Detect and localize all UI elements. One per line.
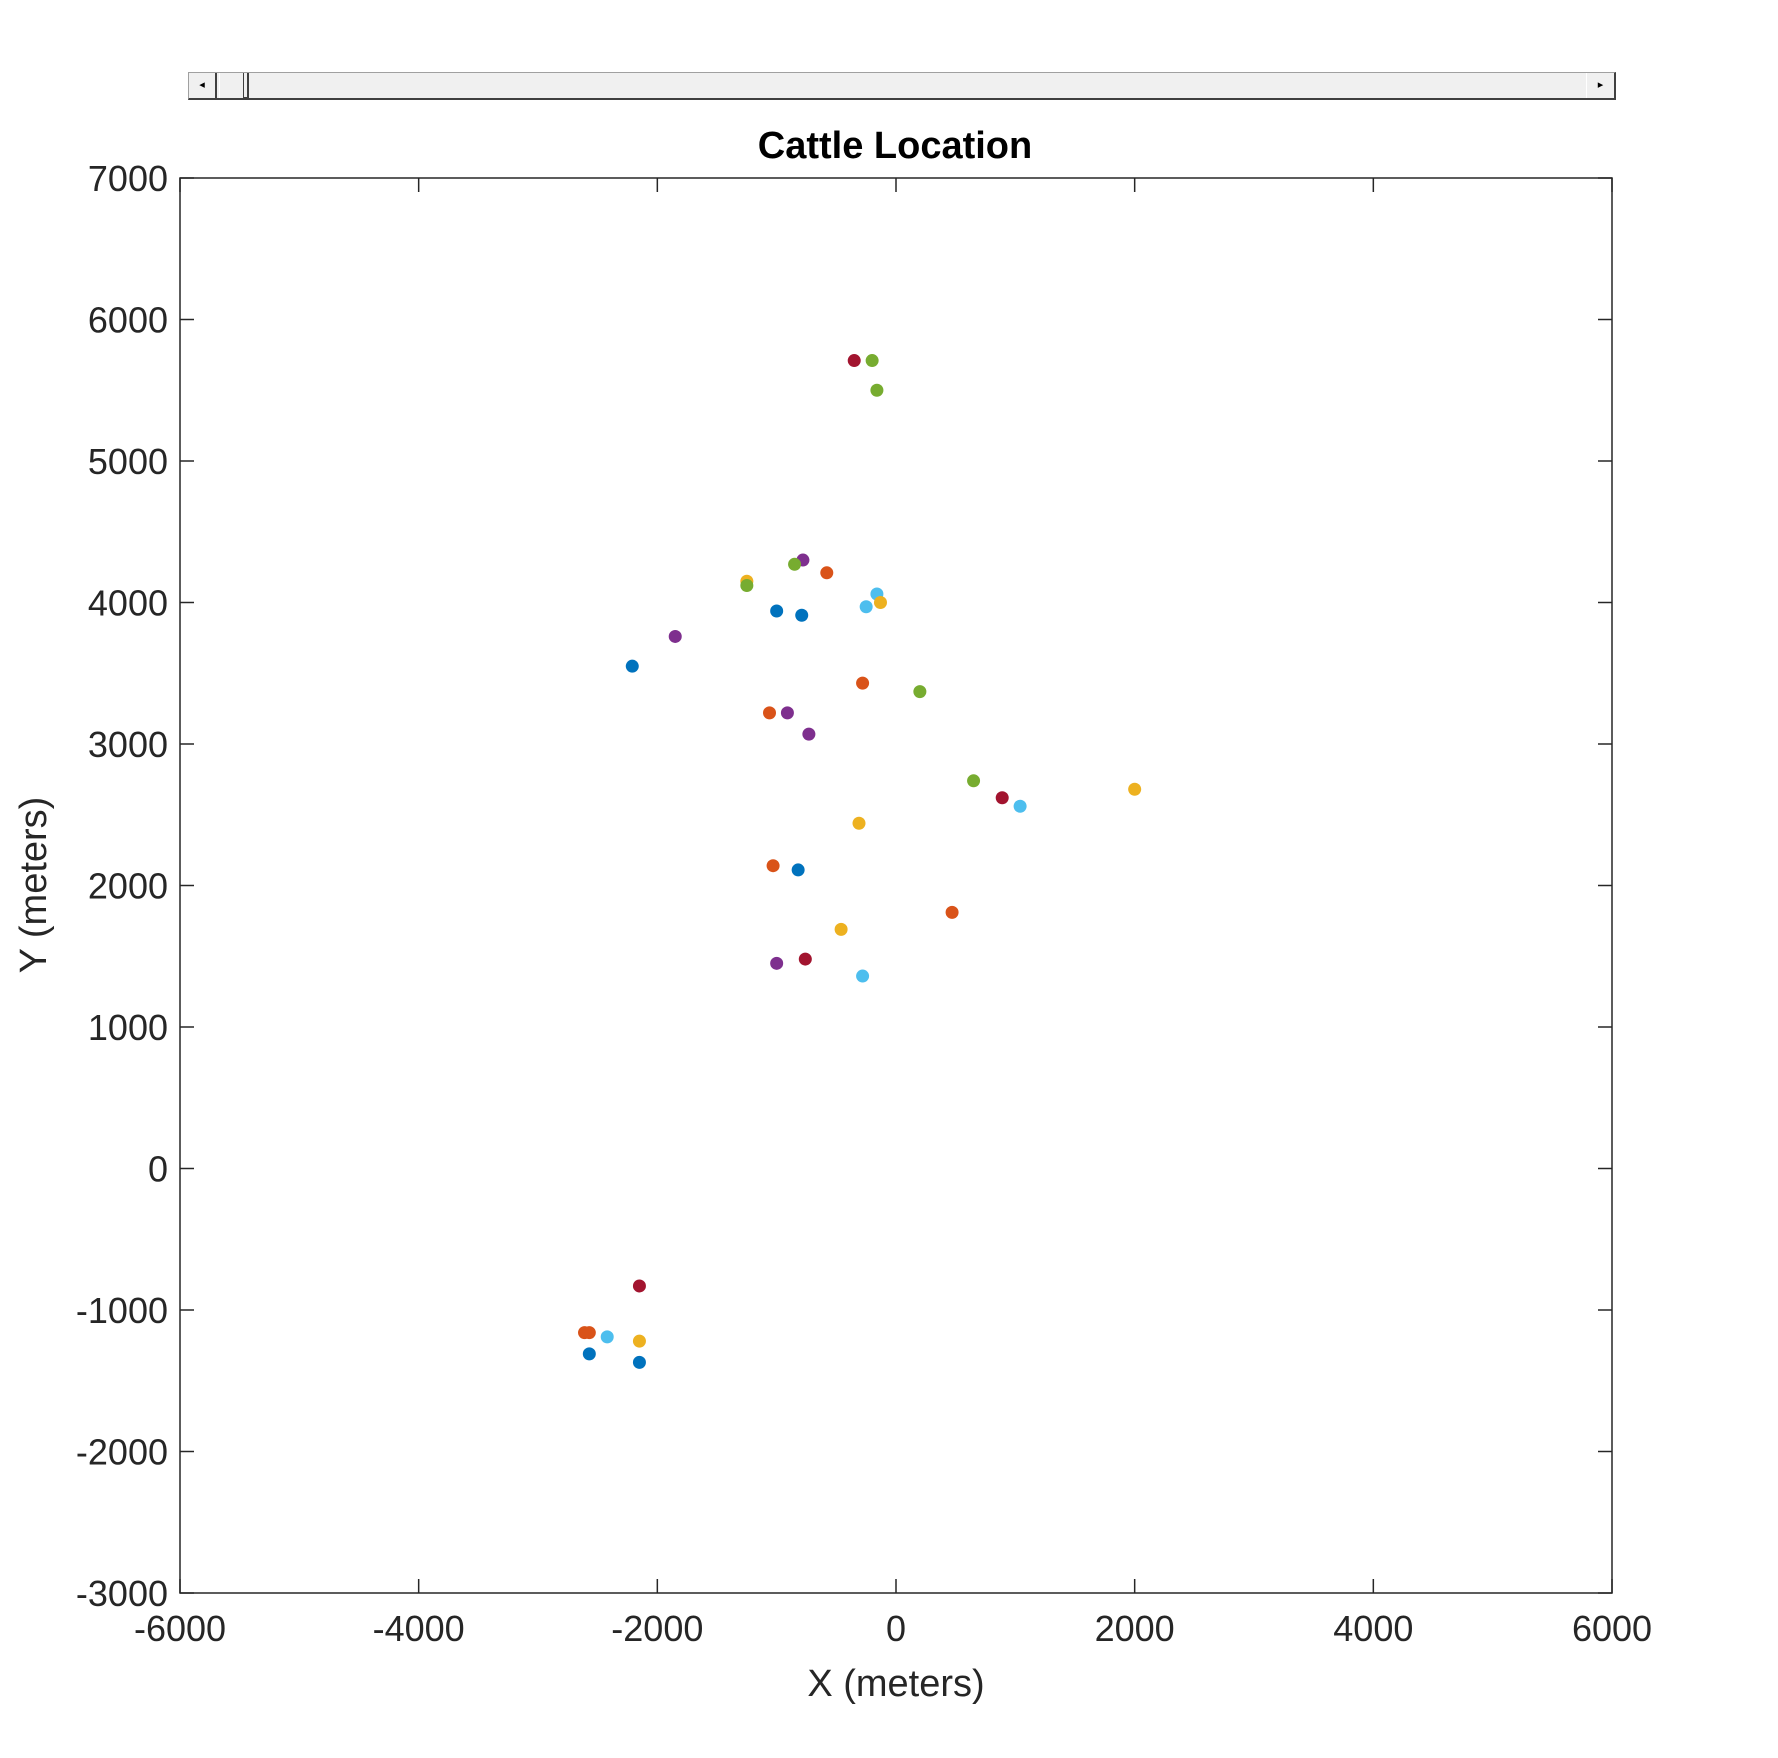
x-tick-label: 4000	[1333, 1608, 1413, 1649]
data-point	[770, 604, 784, 618]
x-axis-label: X (meters)	[807, 1663, 984, 1705]
data-point	[798, 952, 812, 966]
x-tick-label: -2000	[611, 1608, 703, 1649]
y-tick-label: 5000	[88, 441, 168, 482]
x-tick-label: 0	[886, 1608, 906, 1649]
data-point	[632, 1279, 646, 1293]
y-axis: -3000 -2000 -1000 0 1000 2000 3000 4000 5000 6000…	[76, 158, 1612, 1614]
data-points	[578, 354, 1142, 1369]
data-point	[740, 579, 754, 593]
slider-thumb[interactable]	[219, 73, 249, 98]
y-tick-label: -3000	[76, 1573, 168, 1614]
plot-area	[179, 177, 1613, 1594]
data-point	[870, 383, 884, 397]
data-point	[632, 1355, 646, 1369]
data-point	[1013, 799, 1027, 813]
y-tick-label: 4000	[88, 583, 168, 624]
data-point	[802, 727, 816, 741]
data-point	[847, 354, 861, 368]
y-axis-label: Y (meters)	[13, 797, 55, 974]
data-point	[913, 685, 927, 699]
slider-left-arrow-icon[interactable]: ◂	[189, 73, 217, 98]
y-tick-label: 1000	[88, 1007, 168, 1048]
x-tick-label: -4000	[373, 1608, 465, 1649]
data-point	[820, 566, 834, 580]
y-tick-label: 2000	[88, 866, 168, 907]
data-point	[1128, 782, 1142, 796]
data-point	[834, 922, 848, 936]
y-tick-label: 6000	[88, 300, 168, 341]
data-point	[856, 969, 870, 983]
data-point	[859, 600, 873, 614]
data-point	[788, 557, 802, 571]
slider-right-arrow-icon[interactable]: ▸	[1586, 73, 1614, 98]
data-point	[967, 774, 981, 788]
slider-thumb-edge	[243, 73, 249, 98]
y-tick-label: -1000	[76, 1290, 168, 1331]
y-tick-label: -2000	[76, 1432, 168, 1473]
data-point	[852, 816, 866, 830]
data-point	[995, 791, 1009, 805]
chart-title: Cattle Location	[758, 125, 1032, 167]
data-point	[945, 905, 959, 919]
data-point	[795, 608, 809, 622]
horizontal-slider[interactable]: ◂ ▸	[188, 72, 1616, 100]
data-point	[600, 1330, 614, 1344]
data-point	[873, 596, 887, 609]
x-tick-label: -6000	[134, 1608, 226, 1649]
y-tick-label: 0	[148, 1149, 168, 1190]
data-point	[791, 863, 805, 877]
y-tick-label: 7000	[88, 158, 168, 199]
data-point	[766, 859, 780, 873]
data-point	[582, 1347, 596, 1361]
data-point	[780, 706, 794, 720]
data-point	[582, 1326, 596, 1340]
data-point	[865, 354, 879, 368]
data-point	[770, 956, 784, 970]
y-tick-label: 3000	[88, 724, 168, 765]
x-tick-label: 6000	[1572, 1608, 1652, 1649]
data-point	[625, 659, 639, 673]
data-point	[763, 706, 777, 720]
x-axis: -6000 -4000 -2000 0 2000 4000 6000	[134, 178, 1652, 1649]
data-point	[856, 676, 870, 690]
data-point	[632, 1334, 646, 1348]
data-point	[668, 629, 682, 643]
x-tick-label: 2000	[1095, 1608, 1175, 1649]
